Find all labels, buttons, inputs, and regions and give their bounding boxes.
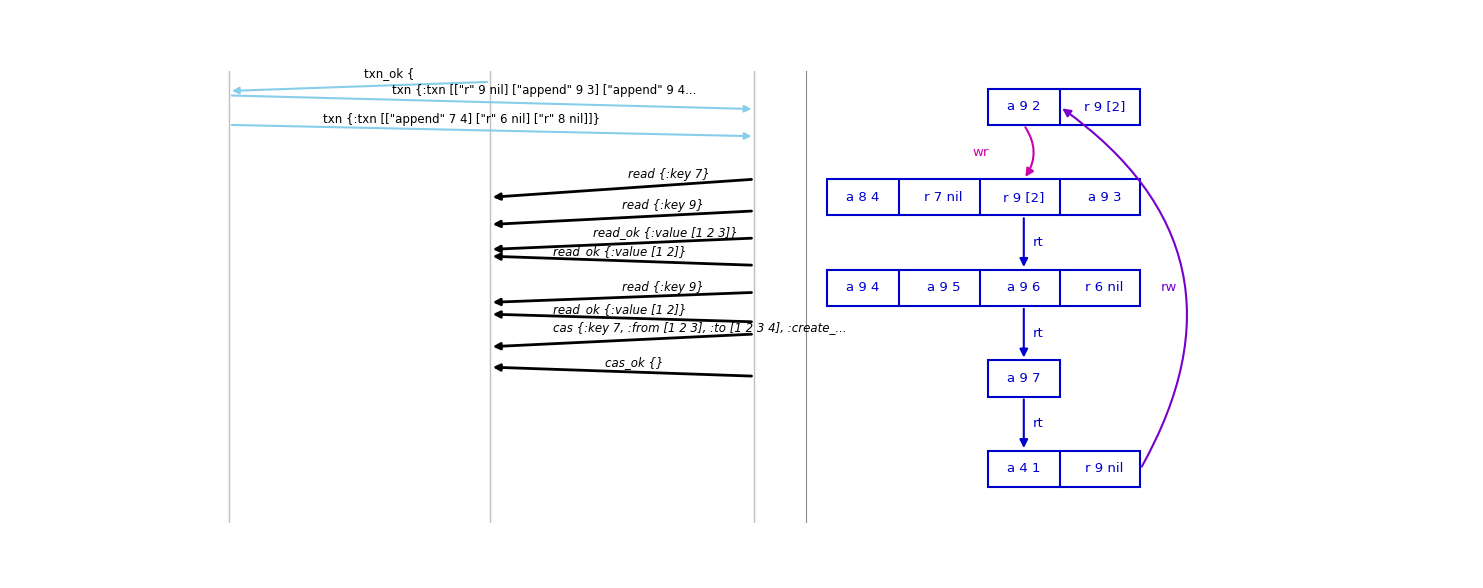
Bar bbox=[988, 89, 1140, 125]
Text: txn {:txn [["append" 7 4] ["r" 6 nil] ["r" 8 nil]]}: txn {:txn [["append" 7 4] ["r" 6 nil] ["… bbox=[323, 113, 601, 126]
Text: rt: rt bbox=[1034, 327, 1044, 340]
Text: a 9 3: a 9 3 bbox=[1087, 191, 1121, 204]
Text: a 9 7: a 9 7 bbox=[1007, 372, 1041, 385]
Text: read {:key 9}: read {:key 9} bbox=[623, 199, 704, 212]
Text: txn_ok {: txn_ok { bbox=[363, 68, 414, 81]
Bar bbox=[988, 360, 1060, 396]
Text: cas_ok {}: cas_ok {} bbox=[605, 356, 663, 369]
Text: rw: rw bbox=[1161, 282, 1178, 295]
Text: read_ok {:value [1 2 3]}: read_ok {:value [1 2 3]} bbox=[593, 226, 739, 239]
Text: read_ok {:value [1 2]}: read_ok {:value [1 2]} bbox=[553, 245, 687, 258]
Text: a 9 5: a 9 5 bbox=[927, 282, 960, 295]
Text: rt: rt bbox=[1034, 236, 1044, 249]
Text: a 8 4: a 8 4 bbox=[847, 191, 879, 204]
Text: read_ok {:value [1 2]}: read_ok {:value [1 2]} bbox=[553, 303, 687, 316]
Text: r 7 nil: r 7 nil bbox=[924, 191, 962, 204]
Text: a 9 2: a 9 2 bbox=[1007, 101, 1041, 113]
Text: r 6 nil: r 6 nil bbox=[1086, 282, 1124, 295]
Bar bbox=[826, 179, 1140, 215]
Text: wr: wr bbox=[971, 146, 988, 159]
Text: a 4 1: a 4 1 bbox=[1007, 463, 1041, 476]
Text: read {:key 7}: read {:key 7} bbox=[627, 168, 710, 181]
Text: read {:key 9}: read {:key 9} bbox=[623, 281, 704, 294]
Bar bbox=[988, 451, 1140, 487]
Text: r 9 [2]: r 9 [2] bbox=[1084, 101, 1126, 113]
Text: r 9 [2]: r 9 [2] bbox=[1003, 191, 1044, 204]
Text: rt: rt bbox=[1034, 417, 1044, 430]
Text: r 9 nil: r 9 nil bbox=[1086, 463, 1124, 476]
Text: a 9 6: a 9 6 bbox=[1007, 282, 1041, 295]
Text: a 9 4: a 9 4 bbox=[847, 282, 879, 295]
Text: cas {:key 7, :from [1 2 3], :to [1 2 3 4], :create_...: cas {:key 7, :from [1 2 3], :to [1 2 3 4… bbox=[553, 322, 847, 335]
Bar bbox=[826, 270, 1140, 306]
Text: txn {:txn [["r" 9 nil] ["append" 9 3] ["append" 9 4...: txn {:txn [["r" 9 nil] ["append" 9 3] ["… bbox=[392, 84, 697, 97]
